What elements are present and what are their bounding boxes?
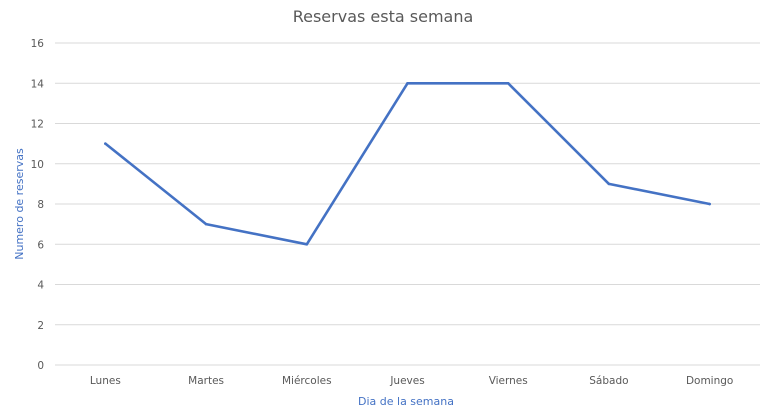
y-tick-label: 12 — [31, 119, 44, 131]
y-tick-label: 6 — [37, 239, 44, 251]
data-point — [708, 202, 711, 206]
y-tick-label: 10 — [31, 159, 44, 171]
y-tick-label: 14 — [31, 78, 45, 90]
x-tick-label: Lunes — [90, 375, 121, 387]
y-tick-label: 4 — [37, 280, 44, 292]
x-tick-label: Miércoles — [282, 375, 332, 387]
x-tick-label: Viernes — [489, 375, 528, 387]
chart-title: Reservas esta semana — [293, 7, 474, 26]
data-point — [506, 81, 510, 85]
x-tick-label: Domingo — [686, 375, 733, 387]
y-tick-label: 16 — [31, 38, 45, 50]
data-point — [406, 81, 409, 85]
x-tick-label: Sábado — [589, 375, 628, 387]
data-point — [104, 142, 107, 145]
y-tick-label: 8 — [37, 199, 44, 211]
x-tick-label: Martes — [188, 375, 224, 387]
x-axis-label: Dia de la semana — [358, 395, 454, 408]
data-point — [607, 182, 611, 186]
data-point — [204, 222, 208, 226]
y-tick-label: 2 — [37, 320, 44, 332]
gridlines — [55, 42, 760, 366]
x-axis-ticks: Lunes Martes Miércoles Jueves Viernes Sábado D… — [90, 375, 733, 387]
data-point — [305, 242, 309, 246]
series-layer — [104, 81, 711, 246]
y-tick-label: 0 — [37, 360, 44, 372]
y-axis-label: Numero de reservas — [13, 148, 26, 260]
y-axis-ticks: 0 2 4 6 8 10 12 14 16 — [31, 38, 45, 372]
x-tick-label: Jueves — [389, 375, 424, 387]
